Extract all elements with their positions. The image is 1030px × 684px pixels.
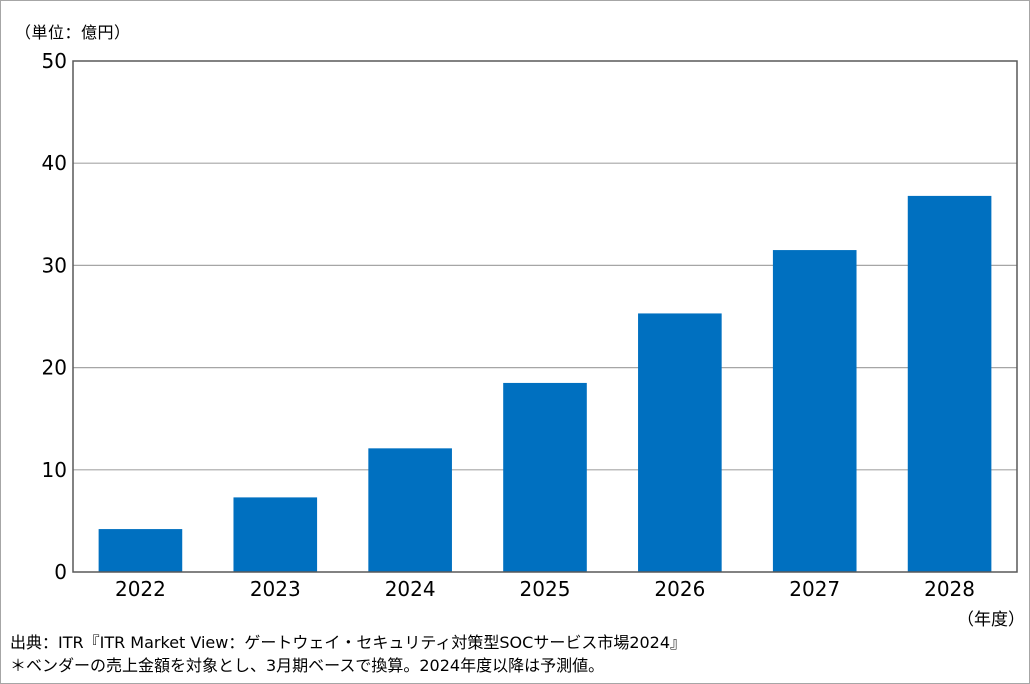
x-tick-label-2022: 2022	[115, 577, 166, 601]
bar-2025	[503, 382, 587, 572]
y-tick-labels: 0 10 20 30 40 50	[42, 49, 67, 584]
x-tick-label-2023: 2023	[250, 577, 301, 601]
y-tick-label: 50	[42, 49, 67, 73]
y-tick-label: 30	[42, 253, 67, 277]
x-tick-labels: 2022 2023 2024 2025 2026 2027 2028	[115, 577, 975, 601]
bar-2026	[638, 313, 722, 572]
bar-2024	[368, 448, 452, 572]
footnote: ＊ベンダーの売上金額を対象とし、3月期ベースで換算。2024年度以降は予測値。	[10, 656, 605, 675]
bar-2023	[233, 497, 318, 572]
bar-2022	[98, 529, 183, 572]
x-axis-unit-label: （年度）	[957, 610, 1025, 630]
unit-label: （単位：億円）	[15, 23, 131, 42]
y-tick-label: 10	[42, 458, 67, 482]
y-tick-label: 40	[42, 151, 67, 175]
bar-chart: 0 10 20 30 40 50 2022 2023 2024 2025 2026 2027 2028	[42, 49, 1018, 601]
x-tick-label-2027: 2027	[789, 577, 840, 601]
bar-2027	[772, 250, 857, 572]
bars	[98, 195, 992, 573]
x-tick-label-2026: 2026	[654, 577, 705, 601]
x-tick-label-2024: 2024	[385, 577, 436, 601]
x-tick-label-2028: 2028	[924, 577, 975, 601]
source-citation: 出典：ITR『ITR Market View：ゲートウェイ・セキュリティ対策型S…	[10, 633, 687, 652]
x-tick-label-2025: 2025	[520, 577, 571, 601]
bar-2028	[907, 195, 992, 573]
plot-area-border	[72, 60, 1018, 573]
y-tick-label: 20	[42, 356, 67, 380]
y-tick-label: 0	[54, 560, 67, 584]
